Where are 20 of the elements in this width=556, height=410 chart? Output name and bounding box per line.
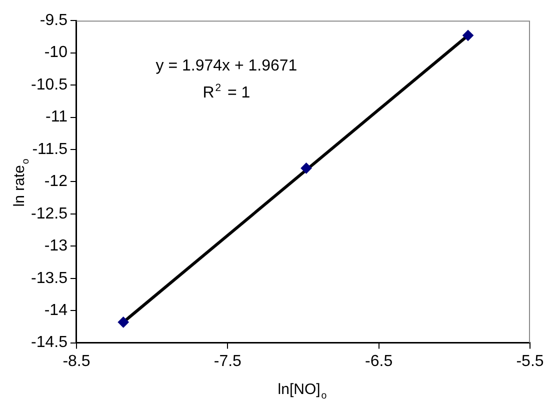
point	[462, 30, 474, 41]
y-tick-label: -13.5	[31, 270, 68, 287]
y-tick-label: -11	[46, 108, 68, 126]
y-axis-title: ln rateo	[11, 158, 32, 207]
point	[300, 162, 312, 174]
annotation: y = 1.974x + 1.9671	[156, 58, 298, 75]
x-tick-label: -6.5	[365, 352, 393, 370]
point	[118, 316, 129, 328]
y-tick-label: -14	[44, 302, 68, 319]
y-tick-label: -11.5	[32, 140, 68, 158]
x-tick-label: -5.5	[516, 352, 544, 370]
x-tick-label: -7.5	[214, 352, 242, 370]
y-tick-label: -12.5	[31, 205, 68, 222]
y-tick-label: -10.5	[31, 76, 68, 94]
y-tick-label: -12	[44, 173, 68, 190]
y-tick-label: -13	[44, 238, 68, 255]
y-tick-label: -9.5	[40, 12, 68, 30]
y-tick-label: -14.5	[31, 334, 68, 352]
x-tick-label: -8.5	[62, 352, 90, 370]
y-tick-label: -10	[44, 44, 68, 62]
